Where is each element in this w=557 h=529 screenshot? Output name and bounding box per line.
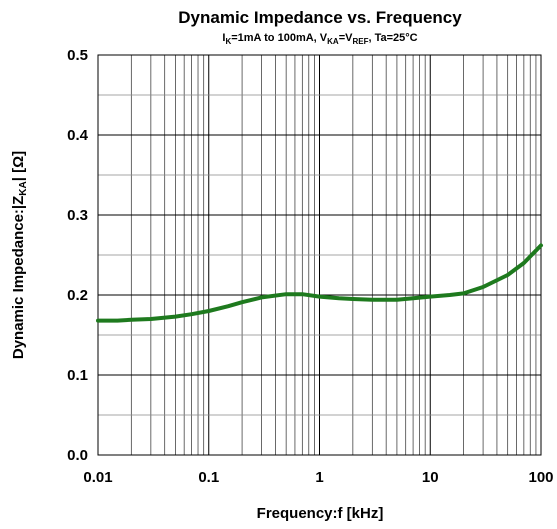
x-tick-label: 10	[422, 469, 439, 486]
plot-grid	[98, 55, 541, 455]
y-tick-label: 0.1	[67, 367, 88, 384]
chart-subtitle: IK=1mA to 100mA, VKA=VREF, Ta=25°C	[222, 32, 417, 46]
y-tick-label: 0.5	[67, 47, 88, 64]
chart-title: Dynamic Impedance vs. Frequency	[178, 8, 462, 27]
y-tick-label: 0.2	[67, 287, 88, 304]
x-tick-label: 1	[315, 469, 323, 486]
y-tick-label: 0.4	[67, 127, 89, 144]
y-axis-ticks: 0.0 0.1 0.2 0.3 0.4 0.5	[67, 47, 89, 464]
y-tick-label: 0.3	[67, 207, 88, 224]
y-tick-label: 0.0	[67, 447, 88, 464]
x-tick-label: 0.01	[83, 469, 112, 486]
x-axis-label: Frequency:f [kHz]	[257, 505, 384, 522]
x-axis-ticks: 0.01 0.1 1 10 100	[83, 469, 553, 486]
y-axis-label: Dynamic Impedance:|ZKA| [Ω]	[10, 151, 29, 359]
plot-area-frame	[97, 54, 542, 456]
x-tick-label: 100	[528, 469, 553, 486]
series-layer	[96, 243, 543, 323]
x-tick-label: 0.1	[198, 469, 219, 486]
series-line	[96, 243, 543, 323]
